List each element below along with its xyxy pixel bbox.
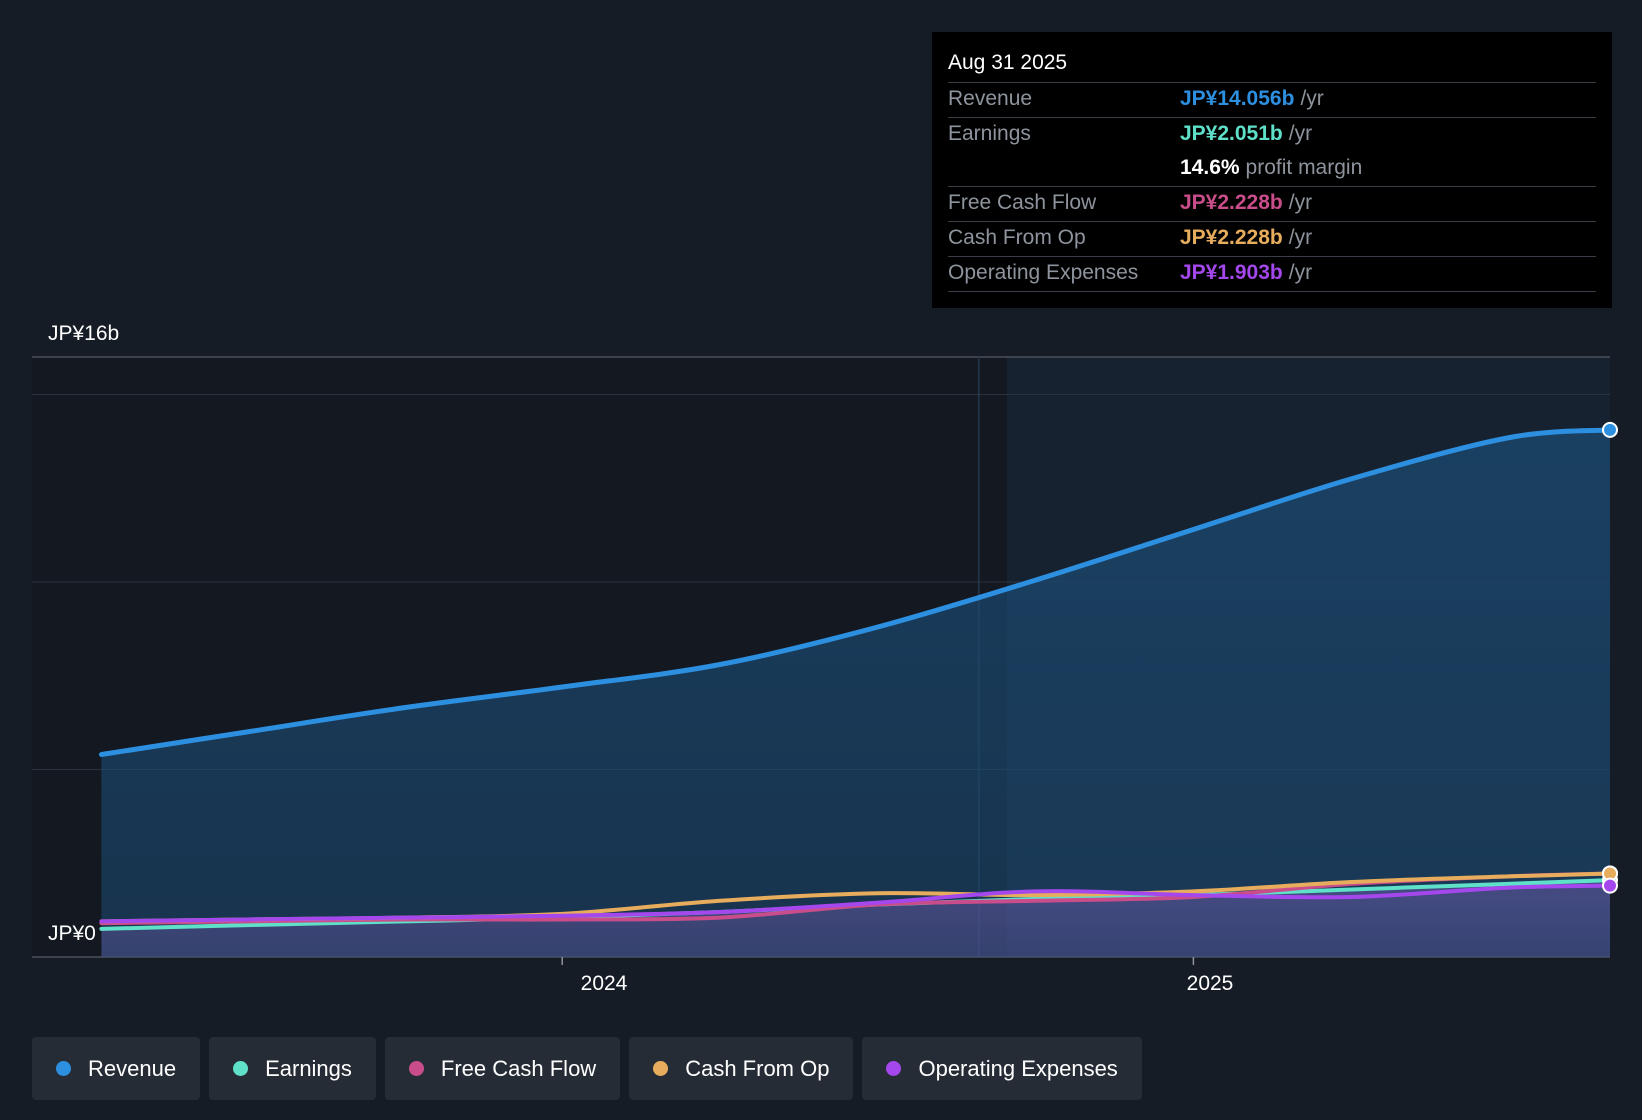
tooltip-row-earnings: Earnings JP¥2.051b /yr — [948, 118, 1596, 152]
tooltip-date: Aug 31 2025 — [948, 46, 1596, 83]
legend-label: Operating Expenses — [918, 1055, 1118, 1081]
legend-dot-icon — [233, 1061, 249, 1076]
legend-label: Earnings — [265, 1055, 352, 1081]
tooltip-label: Earnings — [948, 122, 1031, 145]
y-axis-bottom-label: JP¥0 — [48, 922, 96, 945]
legend-item-earnings[interactable]: Earnings — [209, 1037, 376, 1100]
tooltip-value: JP¥2.051b — [1180, 122, 1283, 145]
tooltip-label: Revenue — [948, 87, 1033, 110]
legend-dot-icon — [886, 1061, 902, 1076]
tooltip-label: Free Cash Flow — [948, 191, 1097, 214]
tooltip-row-revenue: Revenue JP¥14.056b /yr — [948, 83, 1596, 118]
tooltip-label: Operating Expenses — [948, 261, 1139, 284]
x-tick-label-2025: 2025 — [1187, 972, 1234, 995]
legend-label: Cash From Op — [685, 1055, 830, 1081]
tooltip-unit: /yr — [1288, 191, 1313, 214]
tooltip-unit: /yr — [1288, 261, 1313, 284]
operating-expenses-end-point[interactable] — [1602, 877, 1618, 894]
earnings-area — [101, 880, 1610, 957]
legend-item-revenue[interactable]: Revenue — [32, 1037, 201, 1100]
legend-dot-icon — [653, 1061, 669, 1076]
tooltip: Aug 31 2025 Revenue JP¥14.056b /yr Earni… — [932, 32, 1612, 308]
revenue-area — [101, 429, 1610, 957]
tooltip-row-fcf: Free Cash Flow JP¥2.228b /yr — [948, 187, 1596, 222]
tooltip-row-cfo: Cash From Op JP¥2.228b /yr — [948, 222, 1596, 257]
tooltip-row-margin: 14.6% profit margin — [948, 152, 1596, 187]
revenue-end-point[interactable] — [1602, 421, 1618, 438]
revenue-line — [98, 427, 1613, 757]
legend-label: Revenue — [88, 1055, 177, 1081]
legend-item-cash-from-op[interactable]: Cash From Op — [629, 1037, 854, 1100]
tooltip-unit: /yr — [1300, 87, 1324, 110]
legend-item-operating-expenses[interactable]: Operating Expenses — [862, 1037, 1142, 1100]
tooltip-value: JP¥2.228b — [1180, 226, 1283, 249]
legend-label: Free Cash Flow — [440, 1055, 597, 1081]
tooltip-unit: /yr — [1288, 122, 1313, 145]
x-tick-label-2024: 2024 — [581, 972, 628, 995]
y-axis-top-label: JP¥16b — [48, 322, 119, 345]
profit-margin-label: profit margin — [1245, 156, 1363, 179]
tooltip-unit: /yr — [1288, 226, 1313, 249]
profit-margin-value: 14.6% — [1180, 156, 1240, 179]
tooltip-label: Cash From Op — [948, 226, 1086, 249]
operating-expenses-line — [99, 883, 1612, 924]
tooltip-value: JP¥1.903b — [1180, 261, 1283, 284]
tooltip-value: JP¥2.228b — [1180, 191, 1283, 214]
legend-dot-icon — [56, 1061, 71, 1076]
legend-item-free-cash-flow[interactable]: Free Cash Flow — [384, 1037, 621, 1100]
tooltip-value: JP¥14.056b — [1180, 87, 1295, 110]
legend-dot-icon — [408, 1061, 424, 1076]
legend: Revenue Earnings Free Cash Flow Cash Fro… — [32, 1037, 1142, 1100]
tooltip-row-opex: Operating Expenses JP¥1.903b /yr — [948, 257, 1596, 292]
